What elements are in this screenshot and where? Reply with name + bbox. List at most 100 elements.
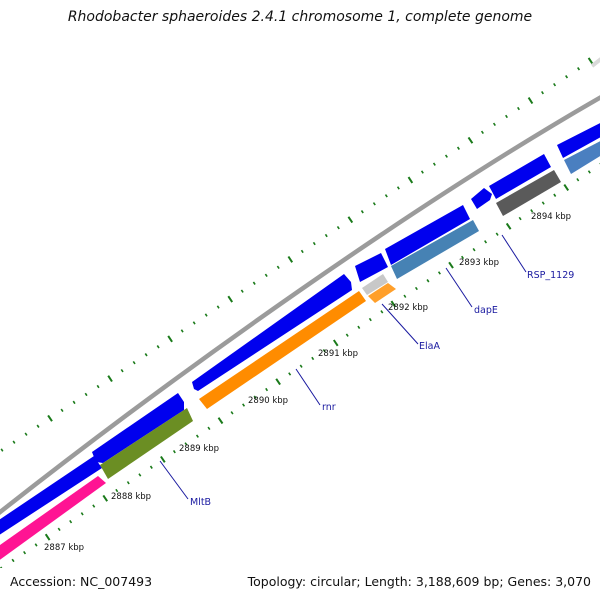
gene-lightblue[interactable] [564, 136, 600, 174]
label-line-dape [445, 267, 473, 308]
inner-minor-tick [34, 543, 38, 547]
inner-minor-tick [253, 395, 257, 399]
map-title: Rhodobacter sphaeroides 2.4.1 chromosome… [67, 9, 533, 25]
outer-minor-tick [396, 186, 400, 190]
outer-minor-tick [372, 202, 376, 206]
inner-minor-tick [69, 519, 73, 524]
outer-minor-tick [312, 241, 316, 246]
outer-minor-tick [264, 273, 268, 278]
outer-minor-tick [216, 305, 220, 309]
outer-minor-tick [144, 353, 148, 357]
outer-minor-tick [96, 384, 100, 389]
outer-minor-tick [36, 424, 40, 428]
inner-minor-tick [299, 364, 303, 368]
inner-major-tick [44, 533, 51, 541]
gene-label-elaa[interactable]: ElaA [419, 341, 440, 352]
inner-minor-tick [138, 473, 142, 477]
outer-minor-tick [300, 249, 304, 254]
outer-minor-tick [517, 106, 520, 111]
forward-gene-1[interactable] [0, 456, 102, 541]
label-line-mltb [159, 460, 189, 500]
outer-minor-tick [192, 321, 196, 325]
inner-minor-tick [576, 178, 580, 182]
outer-minor-tick [420, 170, 424, 174]
gene-elaa[interactable] [368, 283, 396, 303]
accession-text: Accession: NC_007493 [10, 574, 153, 589]
inner-minor-tick [345, 333, 349, 337]
inner-minor-tick [414, 286, 418, 291]
forward-gene-7[interactable] [489, 154, 551, 199]
outer-minor-tick [324, 233, 328, 238]
kbp-label-2890: 2890 kbp [248, 396, 288, 406]
gene-label-mltb[interactable]: MltB [190, 497, 211, 508]
inner-minor-tick [495, 232, 499, 236]
outer-minor-tick [180, 329, 184, 333]
inner-minor-tick [195, 434, 199, 438]
kbp-label-2888: 2888 kbp [111, 492, 151, 502]
forward-gene-8[interactable] [557, 118, 600, 158]
gene-rsp1129[interactable] [496, 170, 561, 216]
forward-gene-4[interactable] [355, 253, 388, 282]
kbp-label-2889: 2889 kbp [179, 444, 219, 454]
outer-minor-tick [120, 368, 124, 373]
inner-minor-tick [368, 317, 372, 322]
gene-label-dape[interactable]: dapE [474, 305, 498, 316]
backbone-circle [0, 95, 600, 516]
outer-minor-tick [565, 75, 569, 79]
inner-minor-tick [518, 216, 522, 221]
outer-minor-tick [0, 448, 4, 452]
inner-major-tick [332, 339, 339, 347]
kbp-label-2891: 2891 kbp [318, 349, 358, 359]
outer-minor-tick [541, 90, 544, 95]
outer-minor-tick [492, 122, 496, 127]
inner-minor-tick [426, 279, 430, 283]
gene-label-rsp1129[interactable]: RSP_1129 [527, 270, 574, 281]
inner-minor-tick [57, 527, 61, 532]
inner-major-tick [448, 261, 454, 269]
inner-major-tick [217, 417, 224, 425]
outer-major-tick [107, 375, 113, 383]
inner-minor-tick [184, 442, 188, 446]
outer-minor-tick [276, 265, 280, 270]
outer-major-tick [227, 295, 234, 303]
gene-label-rnr[interactable]: rnr [322, 402, 336, 413]
inner-minor-tick [530, 209, 534, 213]
outer-minor-tick [505, 114, 508, 119]
inner-minor-tick [357, 325, 361, 330]
inner-minor-tick [541, 201, 545, 205]
kbp-label-2894: 2894 kbp [531, 212, 571, 222]
gene-rnr[interactable] [199, 291, 366, 409]
inner-minor-tick [80, 512, 84, 516]
outer-minor-tick [456, 146, 460, 150]
outer-tick-marks [0, 57, 594, 452]
outer-major-tick [527, 97, 534, 105]
outer-major-tick [167, 335, 173, 343]
inner-major-tick [160, 455, 166, 463]
inner-tick-marks [0, 162, 600, 568]
outer-minor-tick [132, 360, 136, 365]
inner-minor-tick [149, 465, 153, 469]
inner-major-tick [563, 184, 570, 191]
forward-gene-6[interactable] [471, 188, 492, 209]
outer-minor-tick [72, 400, 76, 405]
inner-major-tick [390, 300, 397, 308]
forward-gene-5[interactable] [385, 205, 470, 265]
gene-mltb[interactable] [100, 408, 193, 479]
outer-minor-tick [432, 162, 436, 166]
inner-minor-tick [288, 372, 292, 376]
gene-pink[interactable] [0, 476, 106, 567]
forward-gene-2[interactable] [92, 393, 184, 463]
inner-minor-tick [437, 271, 441, 275]
outer-major-tick [587, 57, 594, 65]
forward-gene-3[interactable] [192, 274, 352, 391]
outer-major-tick [407, 176, 414, 184]
outer-major-tick [47, 414, 53, 422]
gene-grey[interactable] [362, 274, 388, 295]
outer-minor-tick [252, 281, 256, 285]
gene-dape[interactable] [391, 220, 479, 279]
kbp-label-2893: 2893 kbp [459, 258, 499, 268]
outer-minor-tick [12, 440, 16, 444]
inner-minor-tick [403, 294, 407, 298]
inner-minor-tick [484, 240, 488, 244]
inner-minor-tick [380, 310, 384, 314]
